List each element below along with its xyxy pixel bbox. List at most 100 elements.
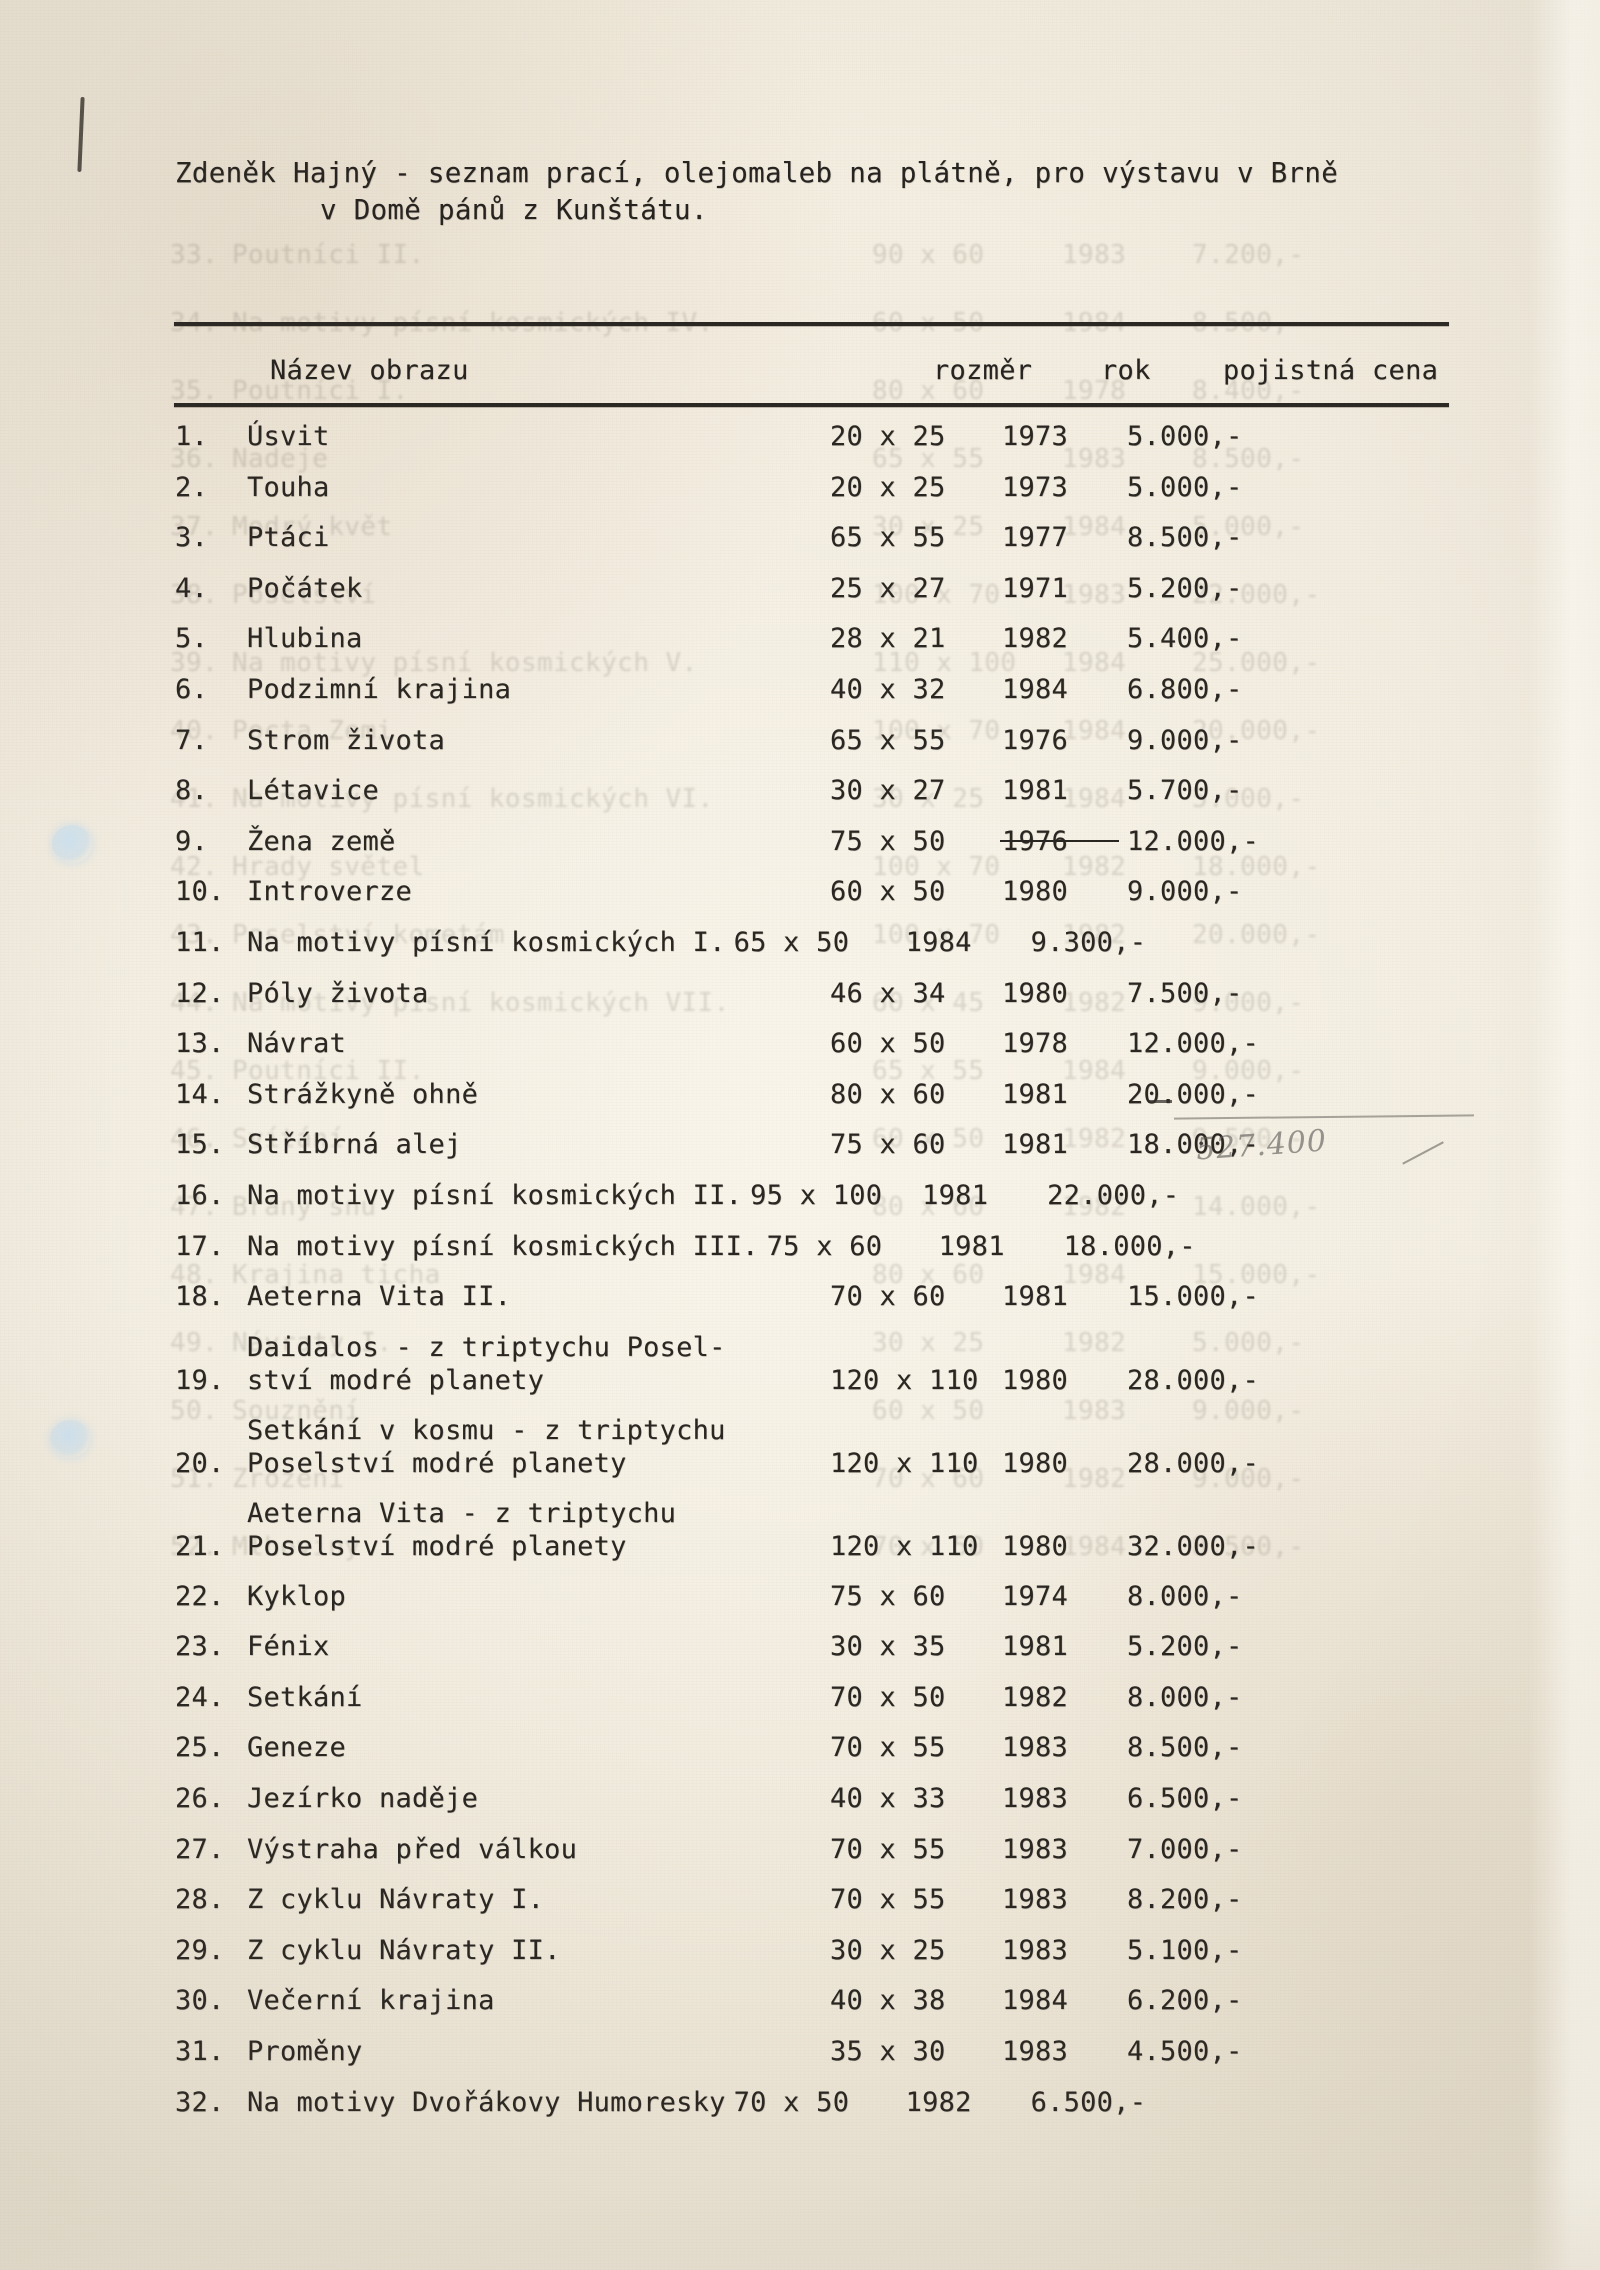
- row-insurance-price: 8.000,-: [1127, 1681, 1243, 1713]
- row-artwork-title: Z cyklu Návraty I.: [247, 1884, 545, 1916]
- row-index: 9.: [175, 825, 209, 857]
- row-artwork-title: Na motivy písní kosmických II.: [247, 1179, 743, 1211]
- table-row: 20. Setkání v kosmu - z triptychu Poselstv…: [175, 1414, 1515, 1480]
- row-year: 1984: [1002, 673, 1069, 705]
- row-insurance-price: 5.200,-: [1127, 572, 1243, 604]
- row-year: 1981: [938, 1230, 1005, 1262]
- row-dimensions: 40 x 32: [830, 673, 946, 705]
- row-index: 23.: [175, 1631, 225, 1663]
- row-dimensions: 70 x 55: [830, 1732, 946, 1764]
- row-insurance-price: 15.000,-: [1127, 1281, 1260, 1313]
- row-artwork-title: Ptáci: [247, 522, 330, 554]
- row-year: 1980: [1002, 1530, 1069, 1562]
- table-row: 11. Na motivy písní kosmických I. 65 x 50 1…: [175, 926, 1515, 959]
- row-index: 28.: [175, 1884, 225, 1916]
- artwork-title-line-2: Poselství modré planety: [247, 1530, 627, 1562]
- row-year: 1981: [1002, 1129, 1069, 1161]
- row-year: 1976: [1002, 724, 1069, 756]
- row-index: 19.: [175, 1364, 225, 1396]
- row-year: 1977: [1002, 522, 1069, 554]
- row-dimensions: 120 x 110: [830, 1364, 979, 1396]
- row-dimensions: 46 x 34: [830, 977, 946, 1009]
- row-index: 20.: [175, 1447, 225, 1479]
- table-row: 6. Podzimní krajina 40 x 32 1984 6.800,-: [175, 673, 1515, 706]
- row-index: 8.: [175, 775, 209, 807]
- margin-pen-mark: [77, 96, 85, 173]
- row-dimensions: 65 x 50: [733, 926, 850, 958]
- row-insurance-price: 20.000,-: [1127, 1078, 1260, 1110]
- row-insurance-price: 4.500,-: [1127, 2036, 1243, 2068]
- table-row: 29. Z cyklu Návraty II. 30 x 25 1983 5.100,-: [175, 1934, 1515, 1967]
- row-dimensions: 65 x 55: [830, 724, 946, 756]
- row-artwork-title: Fénix: [247, 1631, 330, 1663]
- row-index: 29.: [175, 1934, 225, 1966]
- row-dimensions: 70 x 50: [733, 2086, 850, 2118]
- row-insurance-price: 22.000,-: [1047, 1179, 1180, 1211]
- row-year: 1983: [1002, 1732, 1069, 1764]
- row-insurance-price: 8.500,-: [1127, 1732, 1243, 1764]
- table-row: 14. Strážkyně ohně 80 x 60 1981 20.000,-: [175, 1078, 1515, 1111]
- row-year: 1981: [1002, 1078, 1069, 1110]
- row-insurance-price: 12.000,-: [1127, 825, 1260, 857]
- row-index: 5.: [175, 623, 209, 655]
- row-insurance-price: 6.200,-: [1127, 1985, 1243, 2017]
- row-index: 3.: [175, 522, 209, 554]
- row-insurance-price: 6.500,-: [1030, 2086, 1147, 2118]
- table-row: 2. Touha 20 x 25 1973 5.000,-: [175, 471, 1515, 504]
- row-index: 25.: [175, 1732, 225, 1764]
- row-dimensions: 40 x 33: [830, 1783, 946, 1815]
- header-name: Název obrazu: [270, 355, 469, 386]
- artwork-title-line-1: Setkání v kosmu - z triptychu: [247, 1414, 726, 1446]
- row-year: 1973: [1002, 471, 1069, 503]
- row-artwork-title: Podzimní krajina: [247, 673, 512, 705]
- row-artwork-title: Póly života: [247, 977, 429, 1009]
- row-index: 6.: [175, 673, 209, 705]
- table-row: 4. Počátek 25 x 27 1971 5.200,-: [175, 572, 1515, 605]
- row-insurance-price: 9.300,-: [1030, 926, 1147, 958]
- table-row: 32. Na motivy Dvořákovy Humoresky 70 x 50 1…: [175, 2086, 1515, 2119]
- row-year: 1981: [1002, 1631, 1069, 1663]
- row-artwork-title: Výstraha před válkou: [247, 1833, 578, 1865]
- row-index: 15.: [175, 1129, 225, 1161]
- row-artwork-title: Návrat: [247, 1028, 347, 1060]
- row-insurance-price: 7.000,-: [1127, 1833, 1243, 1865]
- table-row: 8. Létavice 30 x 27 1981 5.700,-: [175, 774, 1515, 807]
- table-row: 5. Hlubina 28 x 21 1982 5.400,-: [175, 622, 1515, 655]
- row-dimensions: 28 x 21: [830, 623, 946, 655]
- row-artwork-title: Večerní krajina: [247, 1985, 495, 2017]
- row-dimensions: 120 x 110: [830, 1530, 979, 1562]
- row-insurance-price: 28.000,-: [1127, 1447, 1260, 1479]
- table-column-headers: Název obrazu rozměr rok pojistná cena: [175, 355, 1515, 386]
- row-year: 1983: [1002, 1783, 1069, 1815]
- row-artwork-title: Daidalos - z triptychu Posel-ství modré …: [247, 1331, 830, 1397]
- row-artwork-title: Strom života: [247, 724, 446, 756]
- row-artwork-title: Z cyklu Návraty II.: [247, 1934, 561, 1966]
- table-row: 30. Večerní krajina 40 x 38 1984 6.200,-: [175, 1984, 1515, 2017]
- table-row: 12. Póly života 46 x 34 1980 7.500,-: [175, 977, 1515, 1010]
- row-artwork-title: Setkání v kosmu - z triptychu Poselství m…: [247, 1414, 830, 1480]
- row-artwork-title: Stříbrná alej: [247, 1129, 462, 1161]
- row-artwork-title: Počátek: [247, 572, 363, 604]
- row-insurance-price: 7.500,-: [1127, 977, 1243, 1009]
- row-artwork-title: Létavice: [247, 775, 380, 807]
- row-artwork-title: Na motivy Dvořákovy Humoresky: [247, 2086, 726, 2118]
- row-dimensions: 40 x 38: [830, 1985, 946, 2017]
- header-price: pojistná cena: [1223, 355, 1439, 386]
- row-dimensions: 20 x 25: [830, 421, 946, 452]
- table-row: 7. Strom života 65 x 55 1976 9.000,-: [175, 724, 1515, 757]
- heading-line-2: v Domě pánů z Kunštátu.: [320, 194, 708, 226]
- row-insurance-price: 8.000,-: [1127, 1580, 1243, 1612]
- row-index: 21.: [175, 1530, 225, 1562]
- row-insurance-price: 5.100,-: [1127, 1934, 1243, 1966]
- table-row: 21. Aeterna Vita - z triptychu Poselství m…: [175, 1497, 1515, 1563]
- row-insurance-price: 5.200,-: [1127, 1631, 1243, 1663]
- table-row: 23. Fénix 30 x 35 1981 5.200,-: [175, 1630, 1515, 1663]
- table-row: 28. Z cyklu Návraty I. 70 x 55 1983 8.200,-: [175, 1883, 1515, 1916]
- row-artwork-title: Úsvit: [247, 421, 330, 452]
- row-dimensions: 60 x 50: [830, 876, 946, 908]
- table-row: 1. Úsvit 20 x 25 1973 5.000,-: [175, 420, 1515, 453]
- row-insurance-price: 18.000,-: [1063, 1230, 1196, 1262]
- row-artwork-title: Aeterna Vita II.: [247, 1281, 512, 1313]
